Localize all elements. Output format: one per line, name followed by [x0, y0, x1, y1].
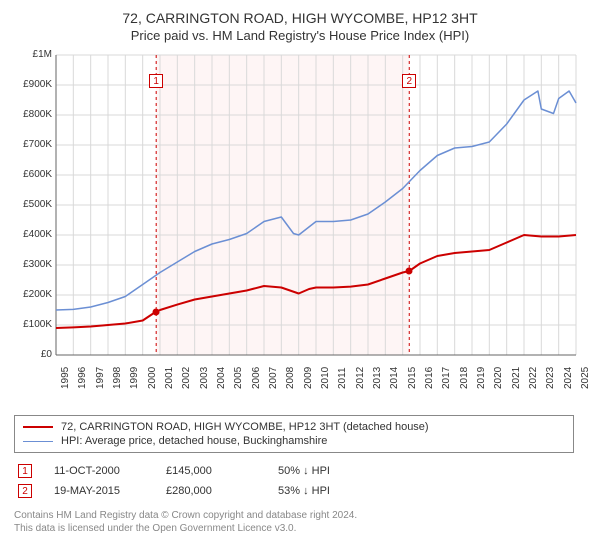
x-tick-label: 2019 — [476, 367, 487, 389]
x-tick-label: 2009 — [303, 367, 314, 389]
x-tick-label: 2021 — [511, 367, 522, 389]
chart-area: £0 £100K £200K £300K £400K £500K £600K £700K £80… — [14, 49, 586, 409]
legend: 72, CARRINGTON ROAD, HIGH WYCOMBE, HP12 … — [14, 415, 574, 453]
x-tick-label: 2025 — [580, 367, 591, 389]
y-tick-label: £0 — [14, 349, 52, 360]
x-tick-label: 2012 — [355, 367, 366, 389]
x-tick-label: 2022 — [528, 367, 539, 389]
y-tick-label: £500K — [14, 199, 52, 210]
x-tick-label: 1997 — [95, 367, 106, 389]
x-tick-label: 2002 — [181, 367, 192, 389]
x-tick-label: 2004 — [216, 367, 227, 389]
chart-subtitle: Price paid vs. HM Land Registry's House … — [14, 28, 586, 43]
x-tick-label: 2005 — [233, 367, 244, 389]
x-tick-label: 2024 — [563, 367, 574, 389]
transaction-delta: 50% ↓ HPI — [278, 465, 368, 477]
legend-label: 72, CARRINGTON ROAD, HIGH WYCOMBE, HP12 … — [61, 421, 429, 433]
x-tick-label: 2006 — [251, 367, 262, 389]
y-tick-label: £100K — [14, 319, 52, 330]
x-tick-label: 2020 — [493, 367, 504, 389]
transaction-price: £280,000 — [166, 485, 256, 497]
chart-card: 72, CARRINGTON ROAD, HIGH WYCOMBE, HP12 … — [0, 0, 600, 541]
x-tick-label: 1996 — [77, 367, 88, 389]
transaction-delta: 53% ↓ HPI — [278, 485, 368, 497]
y-tick-label: £200K — [14, 289, 52, 300]
transaction-date: 19-MAY-2015 — [54, 485, 144, 497]
legend-swatch — [23, 441, 53, 442]
y-tick-label: £300K — [14, 259, 52, 270]
transaction-price: £145,000 — [166, 465, 256, 477]
y-tick-label: £600K — [14, 169, 52, 180]
sale-marker: 2 — [402, 74, 416, 88]
x-tick-label: 2023 — [545, 367, 556, 389]
transaction-row: 2 19-MAY-2015 £280,000 53% ↓ HPI — [14, 481, 574, 501]
x-tick-label: 2003 — [199, 367, 210, 389]
footer-line-2: This data is licensed under the Open Gov… — [14, 522, 586, 535]
transactions-table: 1 11-OCT-2000 £145,000 50% ↓ HPI 2 19-MAY-201… — [14, 461, 574, 501]
x-tick-label: 2008 — [285, 367, 296, 389]
x-tick-label: 2016 — [424, 367, 435, 389]
x-tick-label: 2013 — [372, 367, 383, 389]
transaction-marker: 1 — [18, 464, 32, 478]
y-tick-label: £1M — [14, 49, 52, 60]
x-tick-label: 2001 — [164, 367, 175, 389]
legend-swatch — [23, 426, 53, 428]
x-tick-label: 1999 — [129, 367, 140, 389]
x-tick-label: 2014 — [389, 367, 400, 389]
legend-item: 72, CARRINGTON ROAD, HIGH WYCOMBE, HP12 … — [23, 420, 565, 434]
x-tick-label: 2007 — [268, 367, 279, 389]
y-tick-label: £700K — [14, 139, 52, 150]
legend-item: HPI: Average price, detached house, Buck… — [23, 434, 565, 448]
legend-label: HPI: Average price, detached house, Buck… — [61, 435, 327, 447]
sale-point — [153, 308, 160, 315]
x-tick-label: 2018 — [459, 367, 470, 389]
sale-marker: 1 — [149, 74, 163, 88]
transaction-marker: 2 — [18, 484, 32, 498]
chart-title: 72, CARRINGTON ROAD, HIGH WYCOMBE, HP12 … — [14, 10, 586, 26]
line-chart — [14, 49, 586, 409]
transaction-date: 11-OCT-2000 — [54, 465, 144, 477]
x-tick-label: 1995 — [60, 367, 71, 389]
x-tick-label: 1998 — [112, 367, 123, 389]
sale-point — [406, 268, 413, 275]
footer-line-1: Contains HM Land Registry data © Crown c… — [14, 509, 586, 522]
y-tick-label: £400K — [14, 229, 52, 240]
x-tick-label: 2000 — [147, 367, 158, 389]
x-tick-label: 2017 — [441, 367, 452, 389]
y-tick-label: £900K — [14, 79, 52, 90]
transaction-row: 1 11-OCT-2000 £145,000 50% ↓ HPI — [14, 461, 574, 481]
x-tick-label: 2015 — [407, 367, 418, 389]
x-tick-label: 2011 — [337, 367, 348, 389]
x-tick-label: 2010 — [320, 367, 331, 389]
data-attribution: Contains HM Land Registry data © Crown c… — [14, 509, 586, 535]
y-tick-label: £800K — [14, 109, 52, 120]
